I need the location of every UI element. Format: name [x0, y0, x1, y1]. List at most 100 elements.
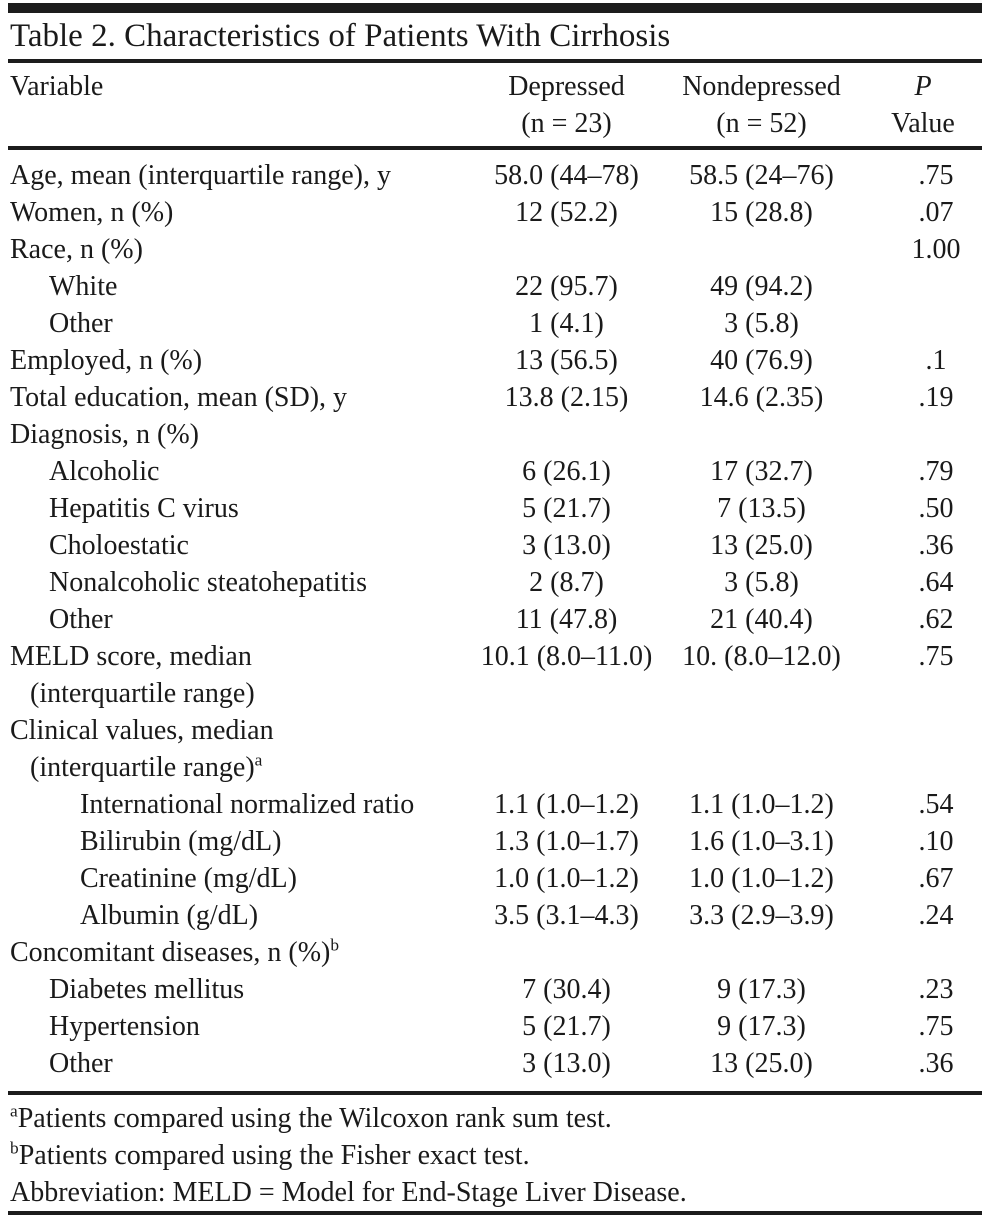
cell-pvalue: .07 — [918, 197, 954, 228]
table-row: Hepatitis C virus 5 (21.7) 7 (13.5) .50 — [8, 490, 982, 527]
row-label-text: Other — [49, 1048, 113, 1079]
pvalue-header-line1: P — [914, 71, 932, 102]
table-row: Nonalcoholic steatohepatitis 2 (8.7) 3 (5.… — [8, 564, 982, 601]
cell-pvalue: .50 — [918, 493, 954, 524]
row-label: Other — [8, 305, 474, 342]
row-label: International normalized ratio — [8, 786, 474, 823]
table-row: MELD score, median (interquartile range) 1… — [8, 638, 982, 712]
row-label: Nonalcoholic steatohepatitis — [8, 564, 474, 601]
row-label: Race, n (%) — [8, 231, 474, 268]
row-label: MELD score, median (interquartile range) — [8, 638, 474, 712]
row-label-text: Bilirubin (mg/dL) — [80, 826, 282, 857]
footnote-rule — [8, 1091, 982, 1095]
cell-pvalue: .23 — [918, 974, 954, 1005]
footnotes: aPatients compared using the Wilcoxon ra… — [8, 1095, 982, 1211]
cell-depressed: 13.8 (2.15) — [504, 382, 629, 413]
cell-pvalue: .75 — [918, 160, 954, 191]
header-rule — [8, 146, 982, 150]
table-body: Age, mean (interquartile range), y 58.0 (… — [8, 150, 982, 1091]
row-label-text: Diagnosis, n (%) — [10, 419, 199, 450]
footnote-marker: b — [10, 1138, 19, 1158]
cell-depressed: 11 (47.8) — [515, 604, 618, 635]
cell-pvalue: .36 — [918, 530, 954, 561]
row-label-text: International normalized ratio — [80, 789, 415, 820]
row-label: Clinical values, median (interquartile ra… — [8, 712, 474, 786]
row-label: Concomitant diseases, n (%)b — [8, 934, 474, 971]
cell-nondepressed: 40 (76.9) — [710, 345, 813, 376]
row-label-text: Employed, n (%) — [10, 345, 203, 376]
cell-depressed: 3.5 (3.1–4.3) — [494, 900, 639, 931]
row-label-continuation: (interquartile range)a — [30, 750, 263, 783]
cell-depressed: 58.0 (44–78) — [494, 160, 639, 191]
table-row: Diagnosis, n (%) — [8, 416, 982, 453]
row-label: Creatinine (mg/dL) — [8, 860, 474, 897]
cell-nondepressed: 15 (28.8) — [710, 197, 813, 228]
row-label-text: Alcoholic — [49, 456, 160, 487]
cell-pvalue: .24 — [918, 900, 954, 931]
cell-nondepressed: 3 (5.8) — [724, 567, 799, 598]
cell-pvalue: .54 — [918, 789, 954, 820]
cell-depressed: 3 (13.0) — [522, 1048, 611, 1079]
cell-nondepressed: 3 (5.8) — [724, 308, 799, 339]
cell-pvalue: .64 — [918, 567, 954, 598]
top-rule — [8, 3, 982, 13]
table-title: Table 2. Characteristics of Patients Wit… — [10, 18, 671, 54]
table-row: Diabetes mellitus 7 (30.4) 9 (17.3) .23 — [8, 971, 982, 1008]
table-row: Women, n (%) 12 (52.2) 15 (28.8) .07 — [8, 194, 982, 231]
cell-nondepressed: 13 (25.0) — [710, 1048, 813, 1079]
row-label-text: Total education, mean (SD), y — [10, 382, 348, 413]
table-row: Total education, mean (SD), y 13.8 (2.15)… — [8, 379, 982, 416]
depressed-header-line2: (n = 23) — [521, 108, 612, 139]
column-header-pvalue: P Value — [864, 68, 982, 142]
cell-depressed: 12 (52.2) — [515, 197, 618, 228]
cell-nondepressed: 13 (25.0) — [710, 530, 813, 561]
cell-pvalue: .62 — [918, 604, 954, 635]
cell-pvalue: .67 — [918, 863, 954, 894]
row-label-text: White — [49, 271, 118, 302]
row-label: White — [8, 268, 474, 305]
depressed-header-line1: Depressed — [508, 71, 625, 102]
row-label: Choloestatic — [8, 527, 474, 564]
row-label: Employed, n (%) — [8, 342, 474, 379]
cell-nondepressed: 7 (13.5) — [717, 493, 806, 524]
cell-depressed: 1.3 (1.0–1.7) — [494, 826, 639, 857]
row-label-text: Women, n (%) — [10, 197, 174, 228]
row-label: Total education, mean (SD), y — [8, 379, 474, 416]
pvalue-header-line2: Value — [891, 108, 955, 139]
row-label: Other — [8, 1045, 474, 1082]
row-label-continuation: (interquartile range) — [30, 678, 255, 709]
cell-pvalue: .1 — [925, 345, 947, 376]
title-rule — [8, 59, 982, 63]
table-row: Other 1 (4.1) 3 (5.8) — [8, 305, 982, 342]
cell-pvalue: .36 — [918, 1048, 954, 1079]
cell-depressed: 10.1 (8.0–11.0) — [480, 641, 653, 672]
footnote-marker: a — [254, 750, 263, 770]
cell-depressed: 1.0 (1.0–1.2) — [494, 863, 639, 894]
cell-nondepressed: 1.1 (1.0–1.2) — [689, 789, 834, 820]
row-label-text: MELD score, median — [10, 641, 252, 672]
row-label-text: Albumin (g/dL) — [80, 900, 259, 931]
bottom-rule — [8, 1211, 982, 1215]
row-label-text: Concomitant diseases, n (%)b — [10, 935, 340, 968]
cell-pvalue: .75 — [918, 641, 954, 672]
row-label: Hypertension — [8, 1008, 474, 1045]
row-label: Alcoholic — [8, 453, 474, 490]
cell-depressed: 5 (21.7) — [522, 493, 611, 524]
row-label-text: Age, mean (interquartile range), y — [10, 160, 391, 191]
cell-nondepressed: 9 (17.3) — [717, 974, 806, 1005]
row-label: Women, n (%) — [8, 194, 474, 231]
row-label: Bilirubin (mg/dL) — [8, 823, 474, 860]
column-header-depressed: Depressed (n = 23) — [474, 68, 659, 142]
table-row: Other 11 (47.8) 21 (40.4) .62 — [8, 601, 982, 638]
cell-depressed: 2 (8.7) — [529, 567, 604, 598]
cell-depressed: 3 (13.0) — [522, 530, 611, 561]
footnote-line: bPatients compared using the Fisher exac… — [10, 1138, 530, 1171]
row-label: Hepatitis C virus — [8, 490, 474, 527]
cell-pvalue: .79 — [918, 456, 954, 487]
row-label: Age, mean (interquartile range), y — [8, 157, 474, 194]
row-label-text: Clinical values, median — [10, 715, 274, 746]
table-row: White 22 (95.7) 49 (94.2) — [8, 268, 982, 305]
cell-nondepressed: 17 (32.7) — [710, 456, 813, 487]
table-row: Other 3 (13.0) 13 (25.0) .36 — [8, 1045, 982, 1082]
